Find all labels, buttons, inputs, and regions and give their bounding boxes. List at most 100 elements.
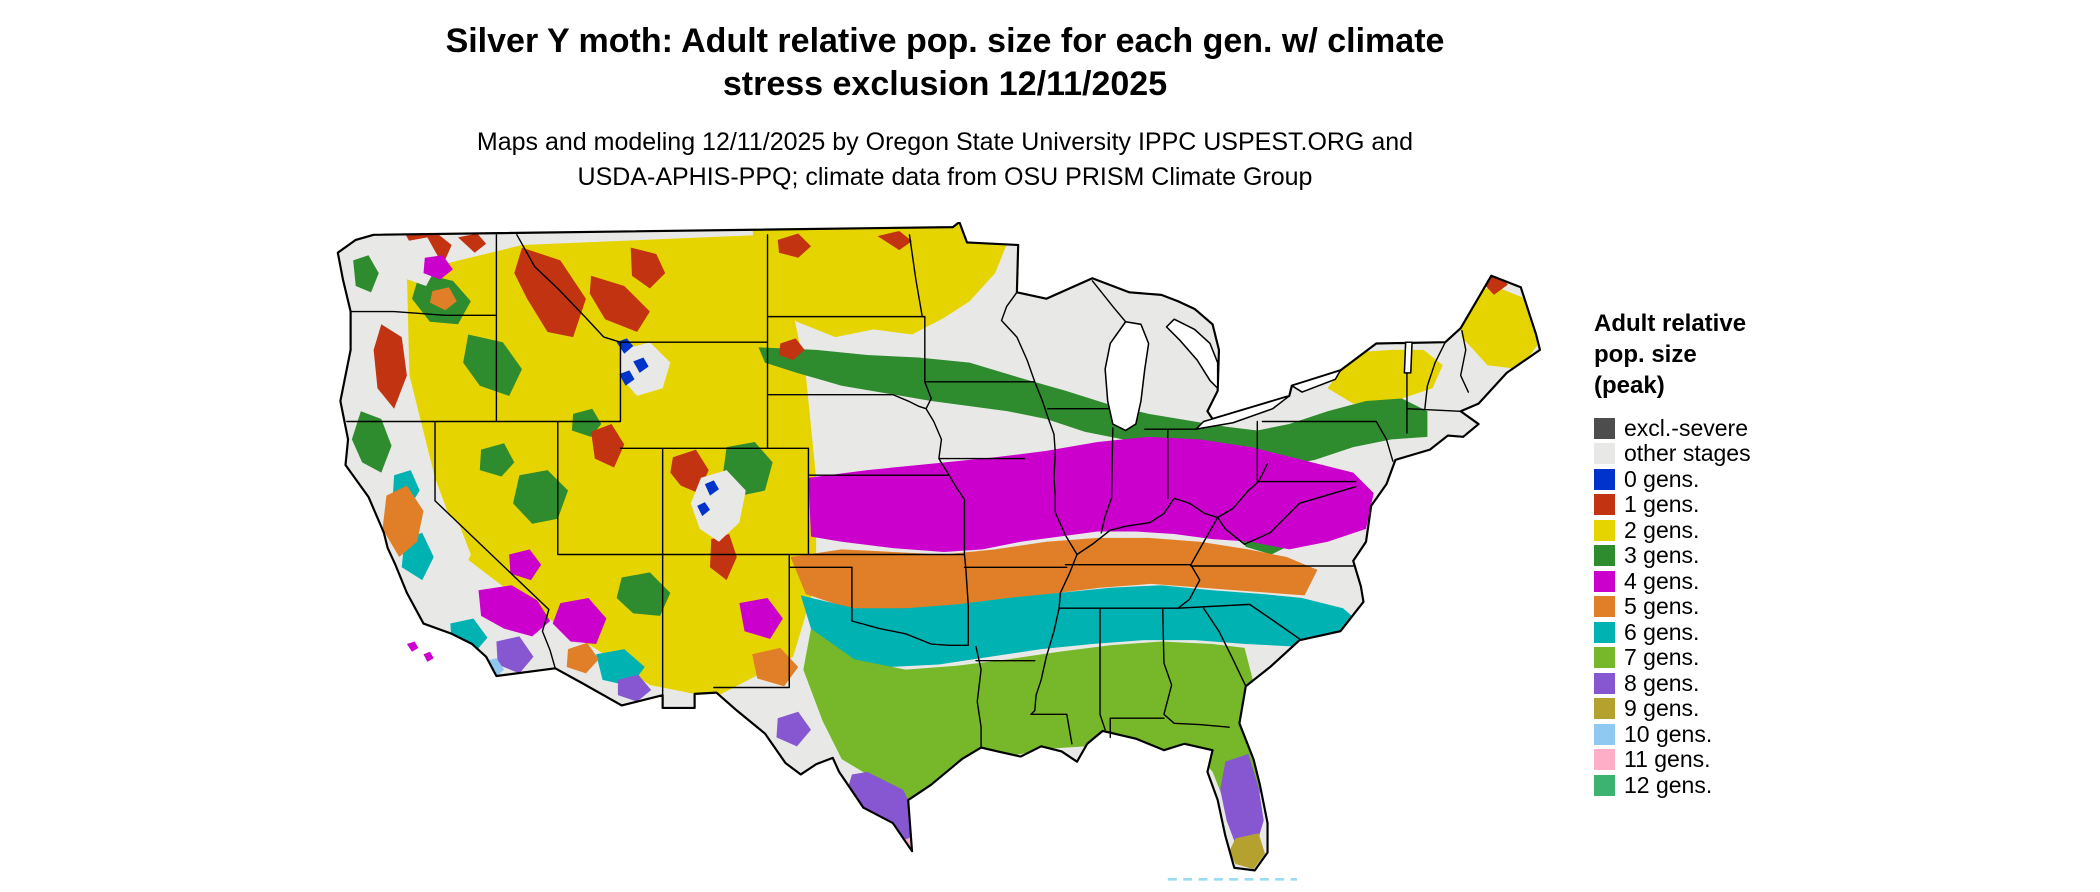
legend-label-7: 7 gens. (1624, 644, 1700, 671)
map-region-4 (509, 549, 542, 581)
map-region-1 (591, 424, 625, 468)
legend-swatch-10 (1594, 723, 1615, 745)
legend-swatch-other (1594, 443, 1615, 465)
legend-swatch-6 (1594, 621, 1615, 643)
map-region-8 (848, 771, 919, 849)
lake-ontario (1291, 369, 1342, 393)
map-region-5 (752, 647, 799, 687)
legend: Adult relative pop. size (peak) excl.-seve… (1594, 308, 1834, 798)
map-region-5 (790, 537, 1318, 614)
map-region-8 (1220, 754, 1264, 852)
legend-swatch-excl (1594, 417, 1615, 439)
legend-label-8: 8 gens. (1624, 669, 1700, 696)
map-region-1 (589, 275, 650, 332)
legend-swatch-5 (1594, 596, 1615, 618)
title-block: Silver Y moth: Adult relative pop. size … (0, 20, 1890, 194)
legend-label-4: 4 gens. (1624, 567, 1700, 594)
legend-item-0: 0 gens. (1594, 465, 1834, 493)
legend-item-5: 5 gens. (1594, 593, 1834, 620)
map-region-3 (351, 411, 392, 473)
map-region-2 (1455, 285, 1539, 370)
lake-michigan (1104, 320, 1150, 432)
page-subtitle: Maps and modeling 12/11/2025 by Oregon S… (0, 125, 1890, 194)
map-region-5 (429, 287, 457, 311)
great-lakes (1104, 318, 1413, 432)
legend-label-1: 1 gens. (1624, 491, 1700, 518)
map-region-3 (513, 470, 569, 524)
map-region-1 (670, 449, 709, 494)
legend-swatch-7 (1594, 647, 1615, 669)
map-region-other (690, 470, 746, 542)
map-region-5 (566, 642, 599, 674)
legend-item-10: 10 gens. (1594, 720, 1834, 748)
legend-label-12: 12 gens. (1624, 771, 1713, 798)
legend-label-other: other stages (1624, 440, 1751, 467)
legend-item-12: 12 gens. (1594, 771, 1834, 799)
legend-swatch-12 (1594, 774, 1615, 796)
legend-item-3: 3 gens. (1594, 542, 1834, 569)
map-region-8 (776, 711, 811, 747)
legend-item-7: 7 gens. (1594, 644, 1834, 671)
legend-item-4: 4 gens. (1594, 567, 1834, 595)
map-region-0 (633, 357, 649, 373)
legend-swatch-3 (1594, 545, 1615, 567)
legend-label-9: 9 gens. (1624, 695, 1700, 722)
legend-swatch-1 (1594, 494, 1615, 516)
legend-swatch-0 (1594, 468, 1615, 490)
map-region-4 (552, 597, 607, 645)
map-region-3 (758, 347, 1428, 468)
us-map (330, 222, 1558, 887)
legend-swatch-11 (1594, 749, 1615, 771)
legend-swatch-4 (1594, 570, 1615, 592)
channel-islands (406, 641, 434, 662)
legend-label-11: 11 gens. (1624, 746, 1711, 773)
legend-label-10: 10 gens. (1624, 720, 1713, 747)
legend-item-other: other stages (1594, 440, 1834, 467)
map-region-9 (1229, 833, 1265, 870)
title-line-1: Silver Y moth: Adult relative pop. size … (445, 22, 1445, 60)
map-region-2 (752, 222, 1008, 338)
legend-title-line-3: (peak) (1594, 372, 1665, 400)
legend-swatch-8 (1594, 672, 1615, 694)
map-region-1 (709, 534, 737, 581)
legend-item-6: 6 gens. (1594, 619, 1834, 646)
map-region-3 (463, 334, 522, 396)
legend-label-2: 2 gens. (1624, 516, 1700, 543)
map-region-4 (808, 436, 1374, 552)
map-region-1 (514, 247, 586, 338)
map-region-0 (704, 480, 719, 496)
map-region-5 (382, 485, 424, 558)
legend-item-9: 9 gens. (1594, 695, 1834, 722)
map-region-4 (739, 597, 783, 639)
legend-swatch-9 (1594, 698, 1615, 720)
lake-huron (1165, 318, 1219, 390)
legend-label-excl: excl.-severe (1624, 414, 1748, 441)
page-title: Silver Y moth: Adult relative pop. size … (0, 20, 1890, 105)
map-region-4 (478, 585, 551, 637)
map-region-8 (617, 674, 652, 702)
map-region-2 (1327, 349, 1443, 404)
legend-title: Adult relative pop. size (peak) (1594, 308, 1834, 402)
map-region-1 (877, 230, 913, 251)
state-borders (346, 234, 1470, 749)
legend-item-8: 8 gens. (1594, 669, 1834, 697)
subtitle-line-1: Maps and modeling 12/11/2025 by Oregon S… (476, 128, 1414, 156)
legend-item-1: 1 gens. (1594, 491, 1834, 518)
legend-item-excl: excl.-severe (1594, 414, 1834, 442)
map-region-11 (465, 652, 480, 666)
lake-erie (1195, 395, 1291, 430)
legend-item-11: 11 gens. (1594, 746, 1834, 773)
legend-item-2: 2 gens. (1594, 516, 1834, 544)
map-region-3 (479, 443, 515, 477)
legend-title-line-1: Adult relative (1594, 310, 1747, 337)
map-region-1 (630, 247, 666, 289)
map-region-4 (406, 641, 419, 652)
subtitle-line-2: USDA-APHIS-PPQ; climate data from OSU PR… (577, 162, 1313, 191)
map-region-4 (423, 651, 434, 662)
map-region-1 (777, 233, 811, 258)
map-region-0 (697, 502, 710, 517)
lake-champlain (1403, 341, 1413, 374)
map-region-7 (803, 628, 1262, 811)
map-region-0 (619, 370, 635, 386)
legend-label-0: 0 gens. (1624, 465, 1700, 492)
